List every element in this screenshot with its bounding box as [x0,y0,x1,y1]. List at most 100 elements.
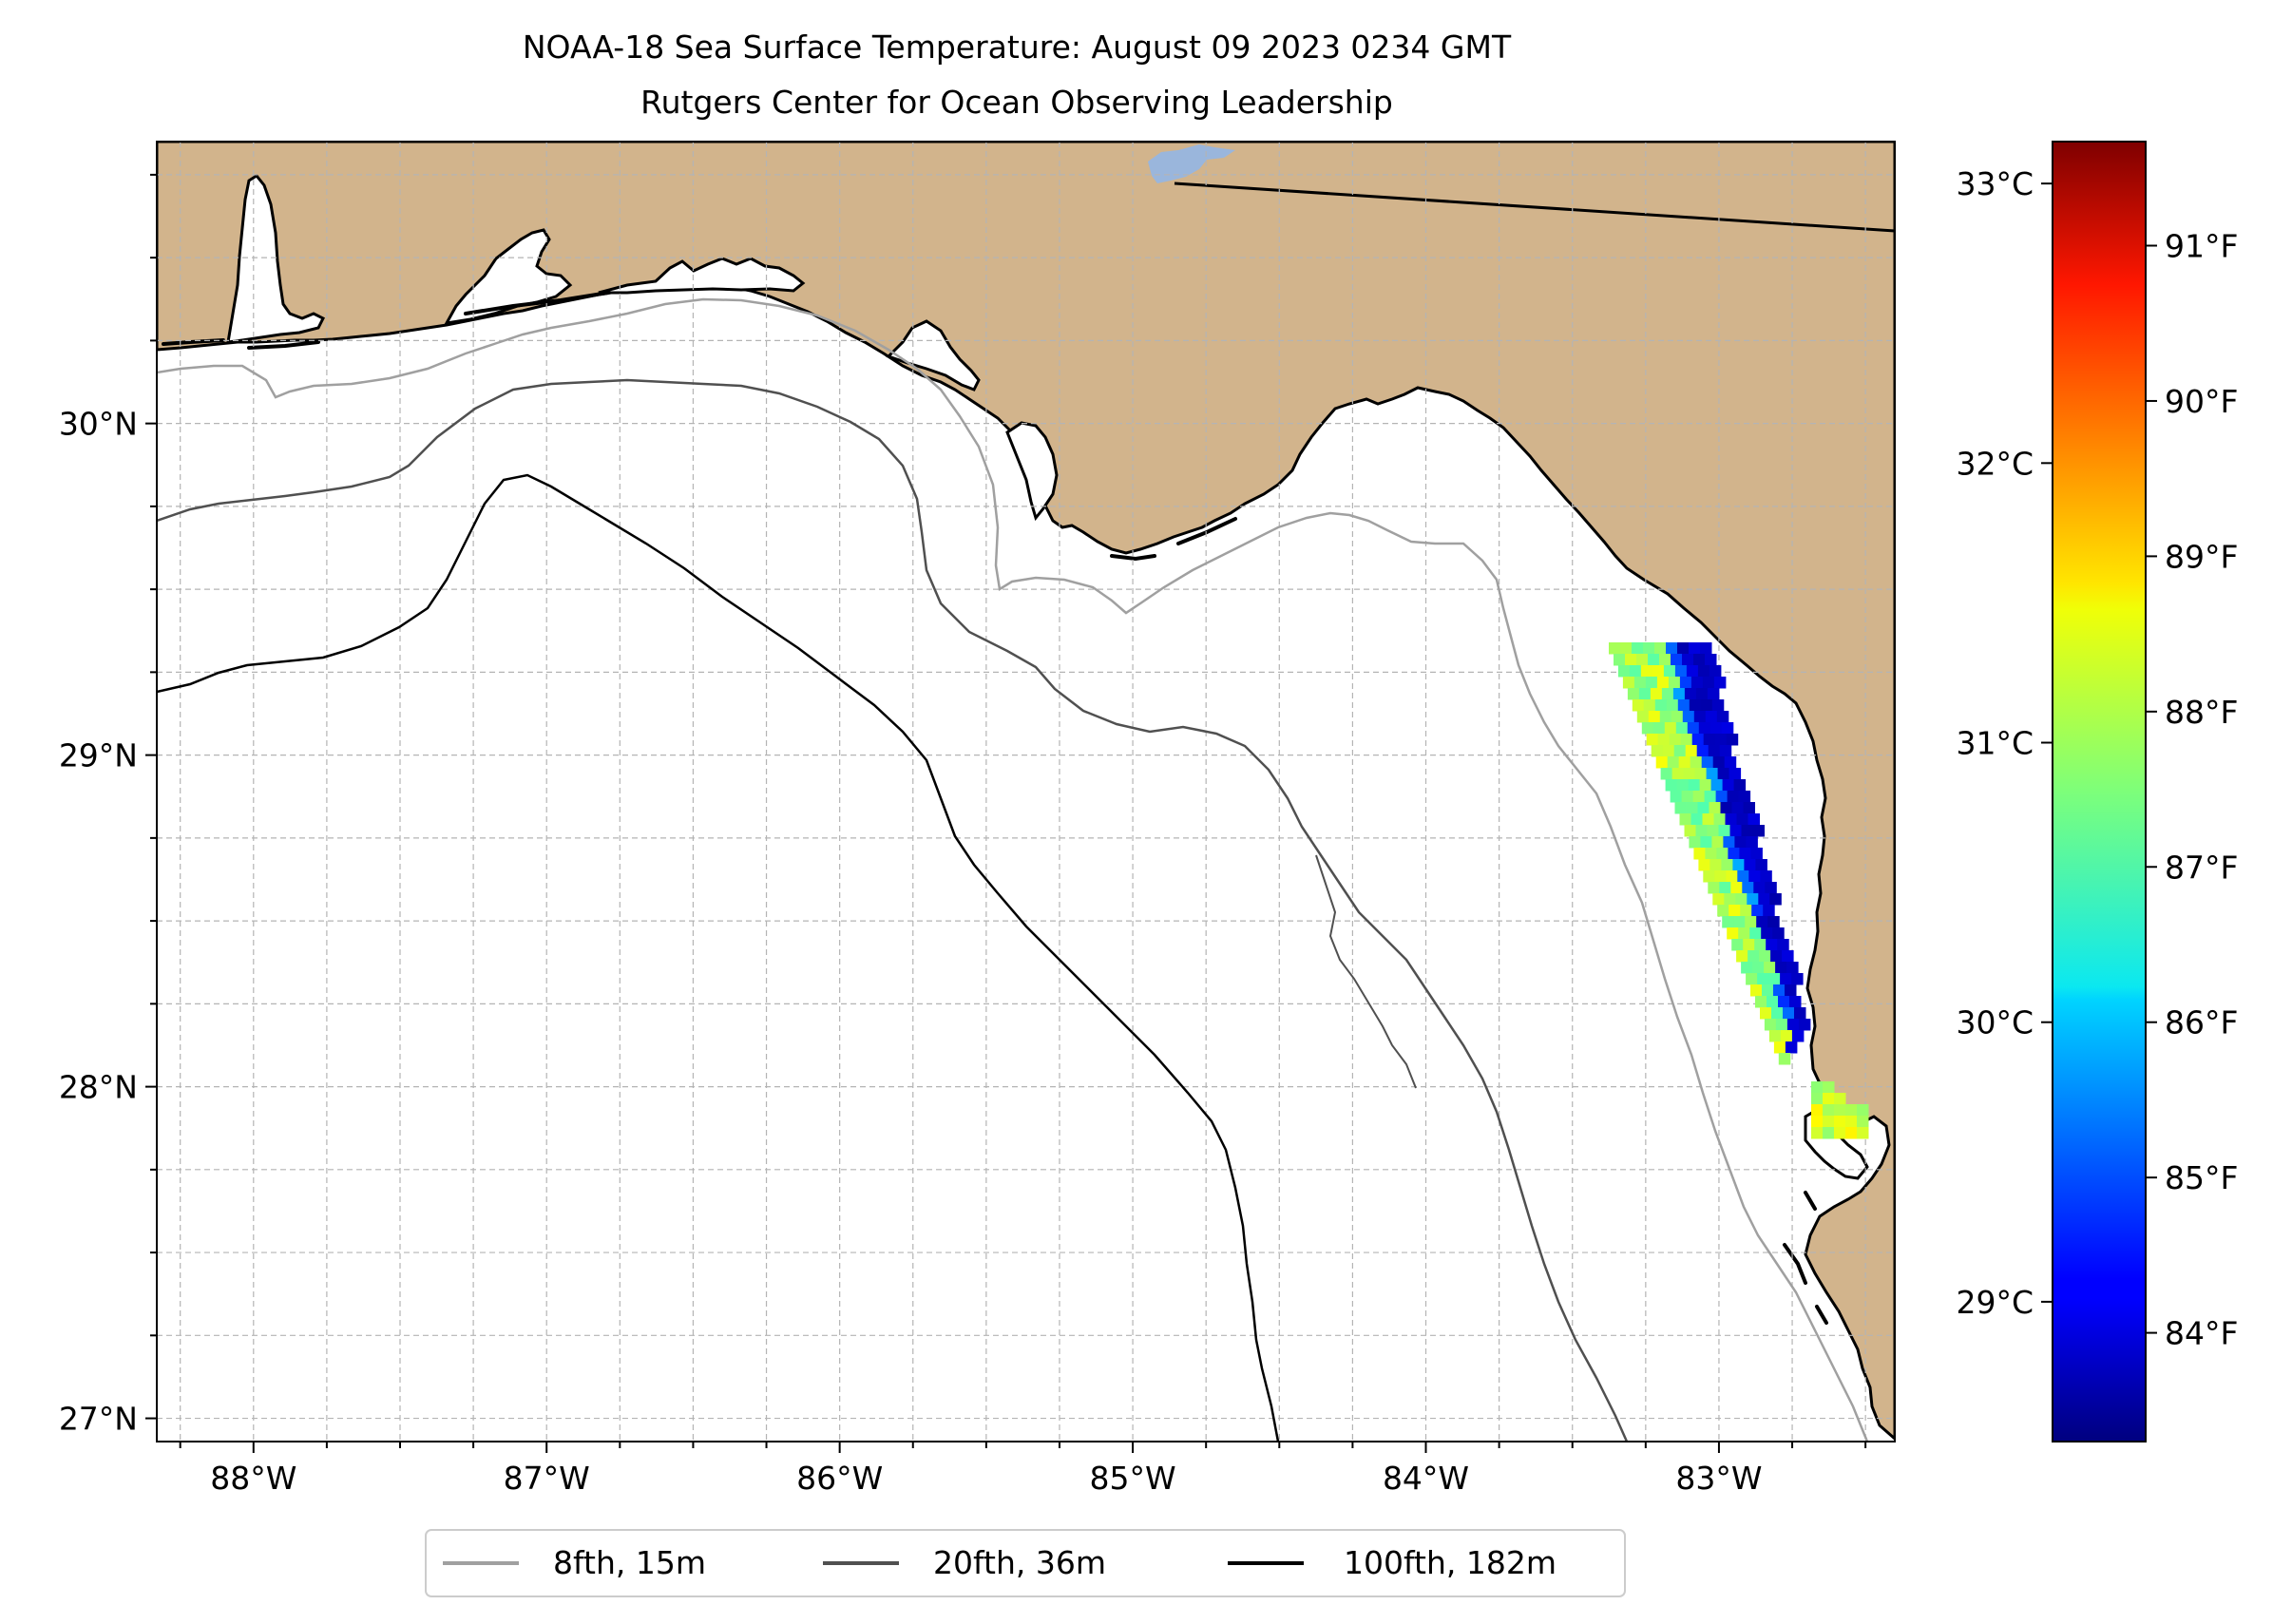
sst-pixel [1709,722,1723,735]
sst-pixel [1764,1019,1777,1031]
sst-pixel [1676,779,1690,792]
legend-label-15m: 8fth, 15m [553,1544,706,1581]
sst-pixel [1685,745,1698,757]
longitude-tick-label: 83°W [1675,1460,1762,1497]
sst-pixel [1773,984,1786,997]
sst-pixel [1767,996,1779,1008]
sst-pixel [1785,984,1797,997]
sst-pixel [1743,939,1755,951]
sst-pixel [1768,973,1781,985]
sst-pixel [1791,973,1804,985]
sst-pixel [1729,825,1742,837]
sst-pixel [1636,654,1649,666]
sst-pixel [1723,836,1735,849]
sst-pixel [1614,654,1626,666]
sst-pixel [1697,802,1709,814]
sst-pixel [1620,642,1633,655]
sst-pixel [1722,916,1734,928]
sst-pixel [1740,905,1752,917]
sst-pixel [1648,654,1660,666]
sst-pixel [1834,1127,1846,1139]
sst-pixel [1778,996,1790,1008]
mobile-bay [226,174,326,344]
sst-pixel [1717,768,1730,780]
sst-pixel [1629,665,1642,678]
map-frame [156,141,1896,1442]
sst-pixel [1761,927,1773,940]
st-andrew-bay [886,319,981,392]
sst-pixel [1767,916,1780,928]
sst-pixel [1811,1104,1824,1117]
sst-pixel [1694,768,1708,780]
sst-pixel [1762,984,1774,997]
longitude-tick-label: 88°W [210,1460,296,1497]
sst-pixel [1689,836,1701,849]
sst-pixel [1747,893,1759,906]
sst-pixel [1698,859,1710,871]
sst-pixel [1681,791,1694,803]
sst-pixel [1739,848,1751,860]
colorbar-gradient [2052,141,2147,1442]
sst-pixel [1811,1127,1824,1139]
sst-pixel [1770,950,1783,963]
sst-pixel [1794,1007,1806,1020]
sst-pixel [1711,699,1725,712]
latitude-tick-label: 27°N [59,1401,138,1438]
sst-pixel [1719,882,1731,894]
sst-pixel [1695,825,1708,837]
sst-pixel [1690,756,1703,769]
fahrenheit-tick-label: 90°F [2165,383,2238,420]
sst-pixel [1632,699,1645,712]
sst-pixel [1698,722,1711,735]
sst-pixel [1690,813,1703,826]
sst-pixel [1661,688,1674,700]
sst-pixel [1721,859,1733,871]
sst-pixel [1732,859,1745,871]
sst-pixel [1673,745,1687,757]
celsius-tick-label: 31°C [1956,725,2034,762]
sst-pixel [1730,882,1743,894]
sst-pixel [1746,836,1758,849]
sst-pixel [1834,1104,1846,1117]
sst-pixel [1715,791,1729,803]
sst-pixel [1764,962,1776,974]
barrier-islands [162,291,1828,1325]
sst-pixel [1758,893,1770,906]
sst-pixel [1780,973,1792,985]
sst-pixel [1671,768,1685,780]
sst-pixel [1700,642,1712,655]
sst-pixel [1731,802,1744,814]
sst-pixel [1622,677,1635,689]
sst-pixel [1684,688,1697,700]
fahrenheit-tick-label: 85°F [2165,1159,2238,1196]
sst-pixel [1759,950,1771,963]
colorbar-celsius-ticks: 29°C 30°C 31°C 32°C 33°C [1956,165,2053,1321]
sst-pixel [1648,711,1661,723]
sst-pixel [1756,916,1768,928]
sst-pixel [1742,882,1754,894]
sst-pixel [1707,825,1719,837]
sst-pixel [1746,973,1758,985]
sst-pixel [1726,734,1739,746]
sst-pixel [1679,677,1692,689]
sst-pixel [1716,848,1729,860]
sst-pixel [1834,1116,1846,1128]
sst-pixel [1711,836,1724,849]
sst-pixel [1655,756,1669,769]
sst-pixel [1645,677,1658,689]
longitude-tick-label: 86°W [796,1460,883,1497]
sst-pixel [1627,688,1640,700]
sst-pixel [1668,677,1681,689]
sst-pixel [1775,962,1787,974]
sst-pixel [1741,962,1753,974]
sst-pixel [1772,927,1785,940]
sst-pixel [1748,813,1760,826]
sst-pixel [1777,939,1789,951]
sst-pixel [1633,677,1647,689]
sst-pixel [1771,1007,1784,1020]
legend-box [425,1529,1626,1597]
sst-pixel [1729,768,1742,780]
sst-pixel [1657,734,1671,746]
sst-pixel [1675,722,1689,735]
